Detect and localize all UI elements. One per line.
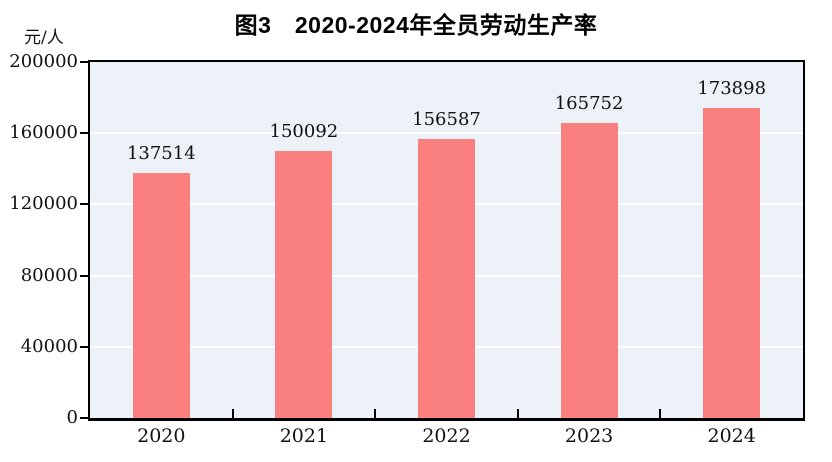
bar-2023 — [560, 122, 618, 418]
y-tick-label-200000: 200000 — [9, 51, 78, 72]
y-axis-tick-80000 — [80, 274, 88, 277]
x-axis-tick-1 — [231, 409, 234, 418]
x-tick-label-2021: 2021 — [279, 425, 329, 447]
value-label-2022: 156587 — [412, 109, 481, 131]
bar-2020 — [132, 173, 190, 418]
y-tick-label-40000: 40000 — [20, 335, 78, 357]
x-axis-tick-2 — [374, 409, 377, 418]
y-tick-label-0: 0 — [66, 407, 78, 428]
y-axis-tick-40000 — [80, 345, 88, 348]
bar-2022 — [418, 139, 475, 418]
x-axis-tick-3 — [516, 409, 519, 418]
gridline-160000 — [90, 132, 803, 135]
y-axis-tick-200000 — [80, 61, 88, 63]
value-label-2021: 150092 — [269, 120, 339, 142]
y-tick-label-160000: 160000 — [9, 122, 78, 144]
x-tick-label-2023: 2023 — [564, 425, 614, 447]
y-axis-tick-160000 — [80, 132, 88, 135]
value-label-2023: 165752 — [554, 92, 624, 114]
y-axis-tick-0 — [80, 417, 88, 419]
bar-2024 — [703, 108, 761, 418]
plot-area — [88, 60, 805, 421]
x-axis-tick-4 — [659, 409, 662, 418]
y-tick-label-120000: 120000 — [9, 193, 78, 215]
x-tick-label-2022: 2022 — [422, 425, 471, 447]
y-axis-unit-label: 元/人 — [24, 28, 64, 48]
y-tick-label-80000: 80000 — [20, 264, 78, 286]
value-label-2024: 173898 — [697, 78, 767, 100]
y-axis-tick-120000 — [80, 203, 88, 206]
x-tick-label-2020: 2020 — [137, 425, 186, 447]
x-tick-label-2024: 2024 — [707, 425, 756, 447]
bar-2021 — [275, 150, 333, 418]
value-label-2020: 137514 — [126, 143, 196, 165]
chart-title: 图3 2020-2024年全员劳动生产率 — [234, 12, 598, 38]
